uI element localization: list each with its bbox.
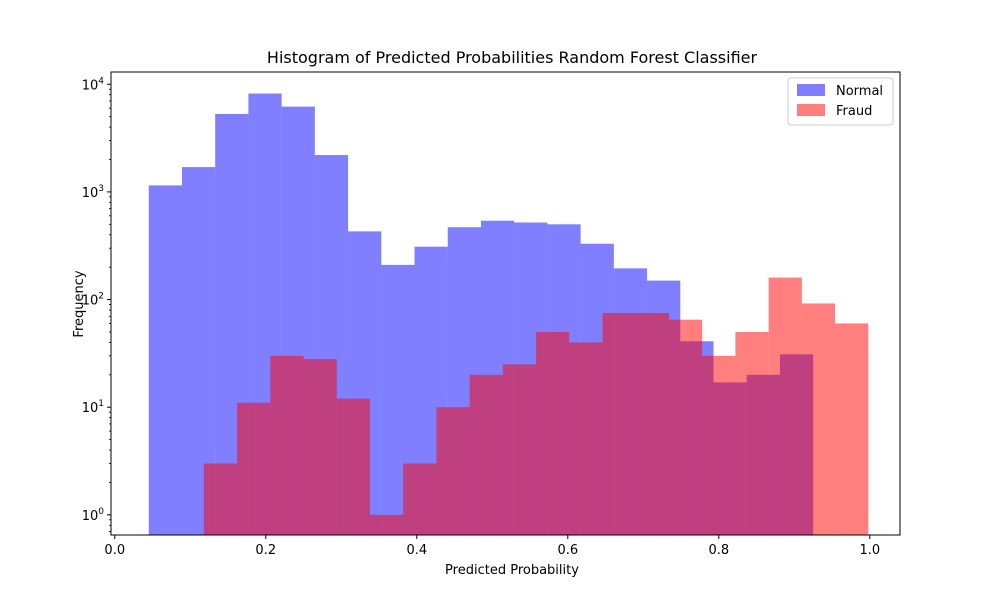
x-axis-label: Predicted Probability <box>445 563 579 578</box>
bar-fraud-12 <box>602 313 636 535</box>
y-tick-label-exponent-1: 1 <box>98 399 104 409</box>
y-tick-label-base-4: 10 <box>82 78 99 93</box>
x-tick-label-0: 0.0 <box>104 543 125 558</box>
bar-fraud-1 <box>237 402 271 535</box>
y-tick-label-2: 102 <box>82 292 104 309</box>
bar-fraud-2 <box>270 355 304 535</box>
bar-fraud-5 <box>369 514 404 535</box>
y-tick-label-base-1: 10 <box>82 401 99 416</box>
bar-fraud-3 <box>303 359 337 535</box>
bar-fraud-18 <box>801 303 836 535</box>
x-tick-label-5: 1.0 <box>859 543 880 558</box>
legend-label-fraud: Fraud <box>836 104 872 119</box>
y-tick-label-0: 100 <box>82 507 105 524</box>
bar-fraud-15 <box>702 355 736 535</box>
y-tick-label-exponent-4: 4 <box>98 76 104 86</box>
plot-frame <box>110 71 901 536</box>
x-tick-label-4: 0.8 <box>708 543 729 558</box>
legend-swatch-normal <box>797 84 825 96</box>
y-axis-label: Frequency <box>72 270 87 337</box>
bar-fraud-14 <box>668 319 703 535</box>
bar-fraud-17 <box>768 277 802 535</box>
y-tick-label-exponent-3: 3 <box>98 184 104 194</box>
chart-title: Histogram of Predicted Probabilities Ran… <box>267 48 758 67</box>
bar-fraud-19 <box>835 323 869 535</box>
bar-fraud-4 <box>336 398 370 535</box>
y-tick-label-4: 104 <box>82 76 105 93</box>
legend-label-normal: Normal <box>836 84 883 99</box>
y-tick-label-3: 103 <box>82 184 104 201</box>
x-tick-label-3: 0.6 <box>557 543 578 558</box>
bar-fraud-16 <box>735 331 769 535</box>
y-tick-label-base-0: 10 <box>82 509 99 524</box>
y-tick-label-exponent-0: 0 <box>98 507 104 517</box>
x-axis-ticks: 0.0 0.2 0.4 0.6 0.8 1.0 <box>104 535 880 558</box>
y-tick-label-1: 101 <box>82 399 104 416</box>
x-tick-label-2: 0.4 <box>406 543 427 558</box>
bars-layer <box>148 93 869 536</box>
bar-fraud-10 <box>536 331 570 535</box>
legend-swatch-fraud <box>797 104 825 116</box>
bar-fraud-13 <box>635 313 669 535</box>
bar-fraud-0 <box>203 463 238 535</box>
y-tick-label-exponent-2: 2 <box>98 292 104 302</box>
bar-fraud-6 <box>403 463 437 535</box>
bar-fraud-11 <box>569 342 603 535</box>
bar-fraud-8 <box>469 374 503 535</box>
y-tick-label-base-2: 10 <box>82 294 99 309</box>
bar-normal-0 <box>148 185 182 535</box>
legend: Normal Fraud <box>787 77 894 126</box>
bar-fraud-9 <box>502 364 537 535</box>
x-tick-label-1: 0.2 <box>255 543 276 558</box>
bar-fraud-7 <box>436 407 470 535</box>
y-tick-label-base-3: 10 <box>82 186 99 201</box>
